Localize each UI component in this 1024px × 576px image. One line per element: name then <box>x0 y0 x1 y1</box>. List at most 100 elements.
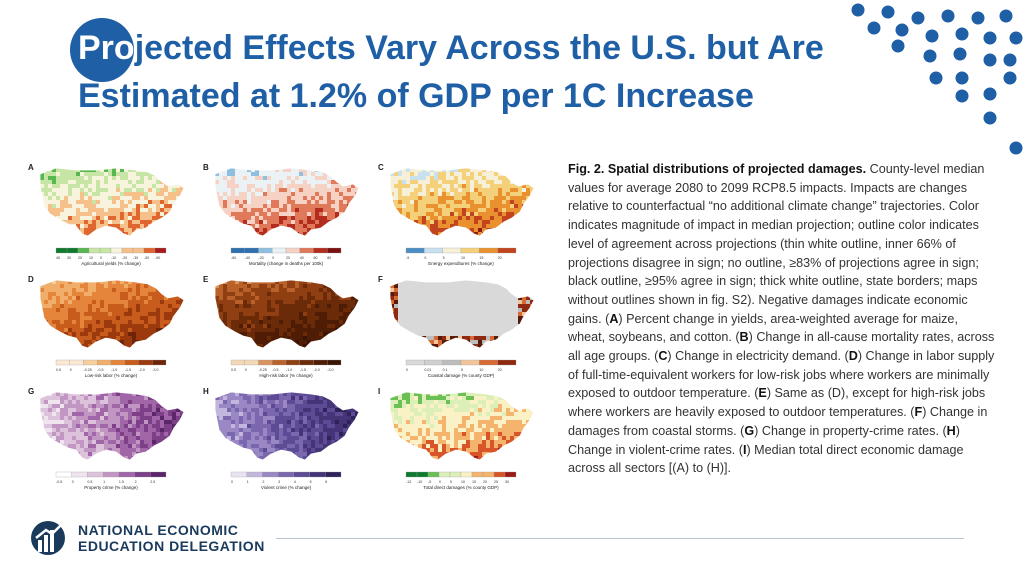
legend-tick: 2 <box>135 480 137 484</box>
caption-heading: Fig. 2. Spatial distributions of project… <box>568 162 867 176</box>
map-legend: -0.5 0 0.5 1 1.5 2 2.5 Property crime (% change… <box>55 471 167 490</box>
map-legend: -5 0 5 10 15 20 Energy expenditures (% change) <box>405 247 517 266</box>
legend-label: Low-risk labor (% change) <box>85 373 138 378</box>
legend-tick: -90 <box>155 256 160 260</box>
map-county-cells <box>390 280 534 348</box>
legend-tick: 1 <box>103 480 105 484</box>
legend-tick: -3.0 <box>152 368 158 372</box>
legend-swatch <box>442 359 462 366</box>
legend-swatch <box>272 359 287 366</box>
legend-swatch <box>134 471 151 478</box>
legend-label: Coastal damage (% county GDP) <box>428 373 495 378</box>
legend-tick: -3.0 <box>327 368 333 372</box>
legend-swatch <box>118 471 135 478</box>
legend-label: Mortality (change in deaths per 100k) <box>249 261 324 266</box>
legend-swatch <box>230 471 247 478</box>
legend-swatch <box>424 247 443 254</box>
legend-swatch <box>258 359 273 366</box>
footer-divider <box>276 538 964 539</box>
legend-swatch <box>299 247 314 254</box>
legend-tick: -20 <box>122 256 127 260</box>
legend-tick: -13 <box>406 480 411 484</box>
legend-swatch <box>71 471 88 478</box>
legend-tick: 30 <box>67 256 71 260</box>
legend-tick: 2 <box>262 480 264 484</box>
legend-tick: 25 <box>494 480 498 484</box>
legend-swatch <box>143 247 156 254</box>
legend-swatch <box>77 247 90 254</box>
legend-swatch <box>230 359 245 366</box>
legend-swatch <box>424 359 443 366</box>
map-outline <box>214 167 360 237</box>
legend-tick: 0.5 <box>87 480 92 484</box>
legend-swatch <box>262 471 279 478</box>
legend-tick: 5 <box>461 368 463 372</box>
legend-swatch <box>504 471 517 478</box>
decorative-dot <box>881 5 895 19</box>
legend-tick: -40 <box>245 256 250 260</box>
legend-tick: 45 <box>56 256 60 260</box>
legend-tick: -0.5 <box>97 368 103 372</box>
legend-tick: -20 <box>259 256 264 260</box>
legend-tick: -5 <box>428 480 431 484</box>
legend-tick: 15 <box>472 480 476 484</box>
legend-swatch <box>152 359 167 366</box>
legend-tick: -2.0 <box>139 368 145 372</box>
legend-tick: -1.0 <box>286 368 292 372</box>
decorative-dot <box>955 89 969 103</box>
legend-swatch <box>55 471 72 478</box>
legend-swatch <box>83 359 98 366</box>
legend-tick: 40 <box>300 256 304 260</box>
legend-tick: -1.5 <box>300 368 306 372</box>
legend-swatch <box>244 247 259 254</box>
panel-letter: F <box>378 275 383 284</box>
map-legend: -13 -10 -5 0 5 10 15 20 25 30 Total direct damages… <box>405 471 517 490</box>
decorative-dot <box>851 3 865 17</box>
legend-tick: 0.01 <box>424 368 431 372</box>
legend-tick: 10 <box>461 256 465 260</box>
panel-letter: A <box>28 163 34 172</box>
decorative-dot <box>895 23 909 37</box>
legend-swatch <box>154 247 167 254</box>
legend-tick: 80 <box>327 256 331 260</box>
map-panel-e: E 0.5 0 -0.25 -0.5 -1.0 -1.5 -2.0 -3.0 High-risk … <box>203 275 360 378</box>
map-panel-c: C -5 0 5 10 15 20 Energy expenditures (% change… <box>378 163 535 266</box>
decorative-dot <box>999 9 1013 23</box>
panel-letter: B <box>203 163 209 172</box>
legend-label: Total direct damages (% county GDP) <box>423 485 499 490</box>
legend-swatch <box>285 359 300 366</box>
figure-caption: Fig. 2. Spatial distributions of project… <box>568 162 995 476</box>
map-county-cells <box>40 392 184 460</box>
decorative-dot <box>1003 71 1017 85</box>
legend-swatch <box>313 247 328 254</box>
map-county-cells <box>390 392 534 460</box>
legend-tick: 15 <box>479 256 483 260</box>
map-county-cells <box>40 280 184 348</box>
legend-tick: 20 <box>286 256 290 260</box>
legend-tick: 0 <box>439 480 441 484</box>
map-county-cells <box>215 280 359 348</box>
legend-tick: -1.5 <box>125 368 131 372</box>
legend-tick: 30 <box>505 480 509 484</box>
legend-swatch <box>272 247 287 254</box>
legend-swatch <box>405 471 418 478</box>
legend-swatch <box>479 359 498 366</box>
legend-swatch <box>442 247 462 254</box>
legend-tick: 2.5 <box>150 480 155 484</box>
legend-swatch <box>55 247 68 254</box>
legend-tick: -0.5 <box>272 368 278 372</box>
legend-label: Energy expenditures (% change) <box>428 261 494 266</box>
decorative-dot <box>867 21 881 35</box>
legend-swatch <box>88 247 101 254</box>
map-panel-g: G -0.5 0 0.5 1 1.5 2 2.5 Property crime (% chang… <box>28 387 185 490</box>
legend-swatch <box>230 247 245 254</box>
legend-tick: 5 <box>450 480 452 484</box>
decorative-dot <box>941 9 955 23</box>
legend-swatch <box>299 359 314 366</box>
decorative-dot <box>911 11 925 25</box>
legend-tick: 10 <box>461 480 465 484</box>
legend-tick: 0 <box>245 368 247 372</box>
panel-letter: H <box>203 387 209 396</box>
legend-tick: 0 <box>72 480 74 484</box>
